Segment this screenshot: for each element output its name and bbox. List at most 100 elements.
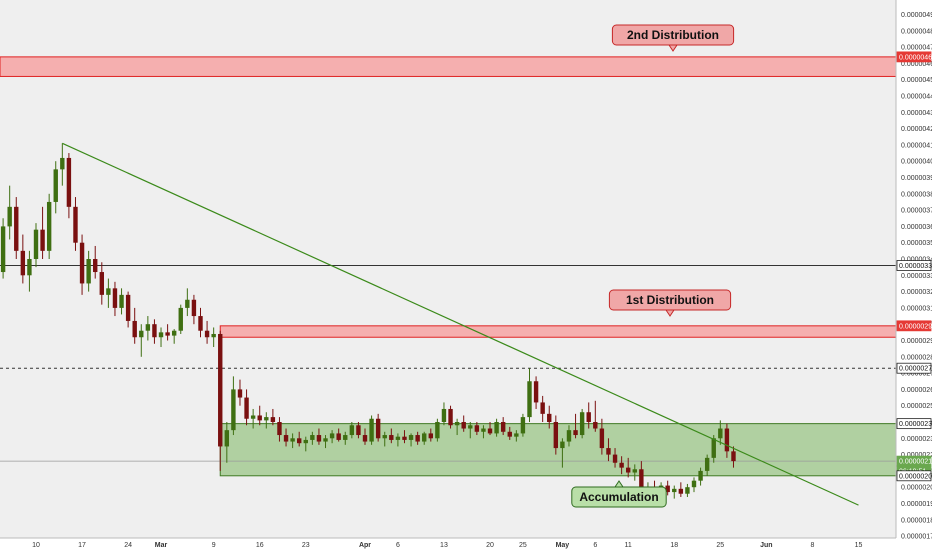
- candle-body: [415, 435, 420, 442]
- candle: [185, 288, 190, 317]
- candle-body: [474, 425, 480, 432]
- candle-body: [139, 330, 144, 338]
- candle-body: [270, 417, 276, 422]
- candle: [619, 456, 624, 475]
- candle-body: [362, 435, 368, 442]
- candle-body: [402, 436, 407, 440]
- candle: [158, 327, 164, 348]
- candle-body: [500, 422, 506, 432]
- candle-body: [112, 288, 118, 308]
- candle: [500, 417, 506, 436]
- candle: [7, 185, 12, 240]
- price-tick-label: 0.00000200: [901, 485, 932, 492]
- candle: [356, 422, 361, 439]
- candle-body: [198, 316, 203, 331]
- candle-body: [152, 324, 157, 338]
- candle-body: [468, 425, 473, 429]
- candle-body: [33, 229, 39, 259]
- candle: [27, 250, 32, 292]
- time-tick-label: 23: [302, 542, 310, 549]
- candle-body: [343, 435, 348, 440]
- candle: [586, 402, 591, 429]
- candle: [112, 281, 118, 317]
- price-tick-label: 0.00000480: [901, 28, 932, 35]
- candle: [612, 448, 618, 468]
- price-tick-label: 0.00000350: [901, 240, 932, 247]
- price-tick-label: 0.00000400: [901, 159, 932, 166]
- time-tick-label: May: [556, 542, 570, 549]
- time-tick-label: 6: [396, 542, 400, 549]
- candle-body: [329, 433, 335, 439]
- candle-body: [218, 333, 223, 447]
- candle-body: [632, 469, 637, 473]
- candle-body: [191, 299, 197, 317]
- callout-label: 2nd Distribution: [627, 28, 719, 42]
- candle: [20, 234, 26, 284]
- candle-body: [408, 435, 414, 440]
- candle-body: [0, 226, 6, 273]
- candle-body: [53, 169, 58, 202]
- price-tick-label: 0.00000340: [901, 257, 932, 264]
- candle: [349, 422, 355, 439]
- candle: [678, 482, 684, 497]
- candle-body: [599, 428, 605, 449]
- callout-label: 1st Distribution: [626, 293, 714, 307]
- candle-body: [106, 288, 111, 295]
- candle: [79, 234, 85, 295]
- candle-body: [244, 397, 249, 419]
- price-tag-label: 0.00000299: [899, 323, 932, 330]
- time-tick-label: 17: [78, 542, 86, 549]
- time-tick-label: 13: [440, 542, 448, 549]
- candle-body: [514, 433, 519, 437]
- candle-body: [487, 428, 493, 434]
- candle-body: [461, 422, 466, 429]
- price-tag-label: 0.00000216: [899, 459, 932, 466]
- price-tick-label: 0.00000250: [901, 403, 932, 410]
- candle: [106, 278, 111, 308]
- candle-body: [672, 488, 677, 493]
- price-tick-label: 0.00000420: [901, 126, 932, 133]
- candle-body: [619, 462, 624, 468]
- price-tick-label: 0.00000320: [901, 289, 932, 296]
- candle: [468, 422, 473, 439]
- candle: [145, 316, 151, 341]
- candle-body: [336, 433, 341, 440]
- candle: [579, 408, 585, 439]
- candle-body: [422, 433, 427, 442]
- candle: [454, 418, 460, 436]
- price-tag: [896, 362, 932, 374]
- candle: [718, 420, 723, 445]
- time-axis-background: [0, 538, 896, 550]
- candle: [73, 197, 78, 251]
- price-tick-label: 0.00000410: [901, 142, 932, 149]
- time-tick-label: Apr: [359, 542, 371, 549]
- price-tick-label: 0.00000470: [901, 45, 932, 52]
- candle: [698, 467, 703, 486]
- candle-body: [79, 242, 85, 284]
- candle-body: [237, 389, 243, 398]
- candle: [691, 477, 697, 493]
- candle-body: [231, 389, 236, 431]
- candle-body: [349, 425, 355, 436]
- candle-body: [125, 294, 131, 321]
- candle-body: [441, 408, 447, 422]
- candle: [672, 485, 677, 499]
- candle: [93, 245, 98, 279]
- candle-body: [395, 436, 401, 440]
- candle-body: [283, 435, 289, 442]
- candle-body: [639, 469, 644, 494]
- candle: [237, 379, 243, 406]
- candle: [191, 294, 197, 325]
- candle: [435, 418, 440, 442]
- time-tick-label: 11: [625, 542, 632, 549]
- callout-pointer: [668, 44, 678, 52]
- time-tick-label: 10: [32, 542, 40, 549]
- price-tick-label: 0.00000360: [901, 224, 932, 231]
- candle-body: [297, 438, 302, 444]
- candle: [461, 415, 466, 432]
- candle-body: [704, 457, 710, 471]
- time-tick-label: 18: [670, 542, 678, 549]
- candle-body: [540, 402, 545, 414]
